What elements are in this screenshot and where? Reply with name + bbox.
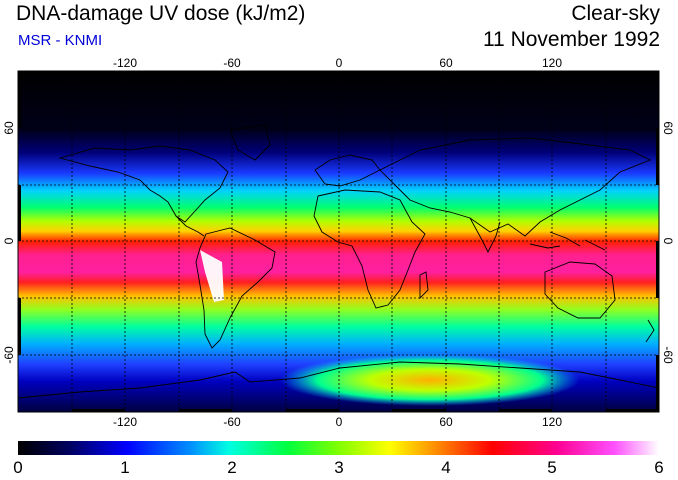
colorbar-label: 3: [334, 458, 344, 477]
map-title: DNA-damage UV dose (kJ/m2): [16, 2, 306, 25]
colorbar: [18, 441, 659, 455]
lon-label-top: 60: [439, 56, 453, 70]
lat-label-left: 60: [2, 121, 16, 135]
lon-label-bottom: 60: [439, 415, 453, 429]
lat-label-right: 0: [661, 238, 675, 245]
lat-label-left: 0: [2, 237, 16, 244]
frame-ticks: [18, 71, 659, 412]
graticule: [18, 71, 659, 412]
lon-label-top: 120: [542, 56, 562, 70]
colorbar-label: 2: [227, 458, 237, 477]
lat-label-right: 60: [661, 121, 675, 135]
lat-label-right: -60: [661, 346, 675, 364]
colorbar-label: 1: [120, 458, 130, 477]
lon-label-top: -60: [223, 56, 241, 70]
map-source: MSR - KNMI: [18, 32, 103, 49]
colorbar-label: 6: [654, 458, 664, 477]
lon-label-bottom: 120: [542, 415, 562, 429]
map-field: [18, 71, 659, 412]
lon-label-bottom: -60: [223, 415, 241, 429]
lon-label-top: -120: [113, 56, 137, 70]
colorbar-label: 4: [441, 458, 451, 477]
coastlines: [18, 124, 659, 399]
colorbar-label: 5: [547, 458, 557, 477]
lon-label-bottom: -120: [113, 415, 137, 429]
lon-label-bottom: 0: [336, 415, 343, 429]
lon-label-top: 0: [336, 56, 343, 70]
colorbar-label: 0: [13, 458, 23, 477]
lat-label-left: -60: [2, 346, 16, 364]
map-date: 11 November 1992: [482, 28, 660, 51]
sky-condition: Clear-sky: [571, 2, 660, 25]
